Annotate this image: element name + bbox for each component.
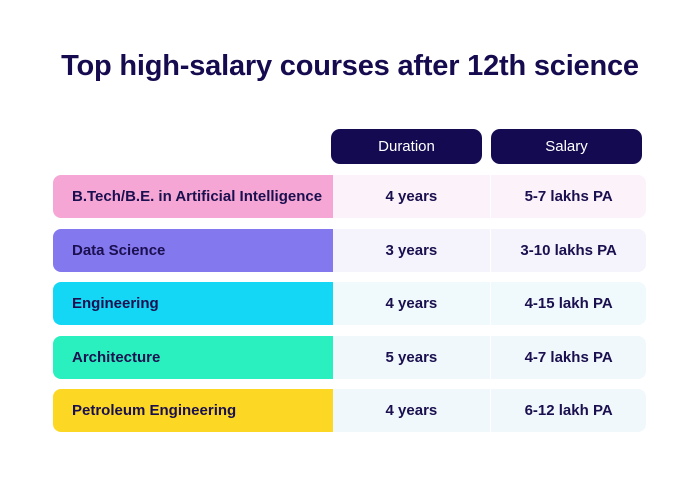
duration-cell: 4 years <box>332 175 491 218</box>
page-title: Top high-salary courses after 12th scien… <box>61 50 639 82</box>
course-name: Petroleum Engineering <box>53 389 333 432</box>
salary-cell: 4-15 lakh PA <box>491 282 646 325</box>
table-row: Data Science 3 years 3-10 lakhs PA <box>53 228 646 272</box>
table-row: Engineering 4 years 4-15 lakh PA <box>53 282 646 325</box>
duration-cell: 4 years <box>332 282 491 325</box>
duration-cell: 4 years <box>332 389 491 432</box>
duration-cell: 5 years <box>332 335 491 379</box>
course-name: Data Science <box>53 228 333 272</box>
table-row: Architecture 5 years 4-7 lakhs PA <box>53 335 646 379</box>
course-name: Architecture <box>53 335 333 379</box>
salary-cell: 4-7 lakhs PA <box>491 335 646 379</box>
table-row: B.Tech/B.E. in Artificial Intelligence 4… <box>53 175 646 218</box>
table-row: Petroleum Engineering 4 years 6-12 lakh … <box>53 389 646 432</box>
column-divider <box>490 335 492 379</box>
salary-cell: 5-7 lakhs PA <box>491 175 646 218</box>
duration-header: Duration <box>331 129 482 164</box>
salary-cell: 3-10 lakhs PA <box>491 228 646 272</box>
column-divider <box>490 175 492 218</box>
salary-header: Salary <box>491 129 642 164</box>
column-divider <box>490 389 492 432</box>
course-name: Engineering <box>53 282 333 325</box>
course-name: B.Tech/B.E. in Artificial Intelligence <box>53 175 333 218</box>
duration-cell: 3 years <box>332 228 491 272</box>
column-divider <box>490 282 492 325</box>
column-divider <box>490 228 492 272</box>
course-table: B.Tech/B.E. in Artificial Intelligence 4… <box>53 175 646 443</box>
salary-cell: 6-12 lakh PA <box>491 389 646 432</box>
